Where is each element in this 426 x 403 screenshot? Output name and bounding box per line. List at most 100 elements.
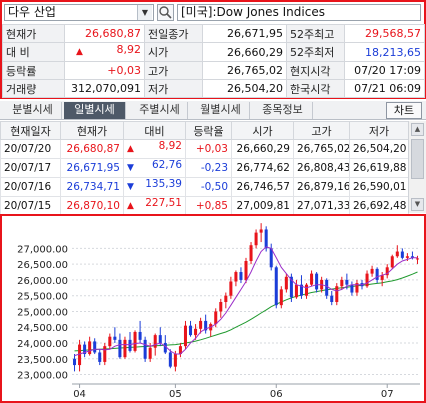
- candle: [385, 264, 389, 279]
- candle: [189, 320, 193, 337]
- column-header[interactable]: 현재가: [60, 121, 124, 140]
- table-row[interactable]: 20/07/20 26,680,87 ▲ 8,92 +0,03 26,660,29 26,7…: [0, 139, 409, 159]
- candle-body: [259, 229, 263, 233]
- column-header[interactable]: 시가: [231, 121, 294, 140]
- candle-body: [345, 279, 349, 285]
- symbol-search-value: 다우 산업: [8, 5, 56, 19]
- candle-body: [189, 325, 193, 336]
- tab-3[interactable]: 주별시세: [132, 102, 188, 119]
- down-arrow-icon: ▼: [127, 163, 134, 173]
- column-header[interactable]: 대비: [123, 121, 186, 140]
- scroll-thumb[interactable]: [411, 139, 424, 179]
- quote-label: 저가: [144, 79, 203, 98]
- quote-label: 대 비: [2, 42, 65, 62]
- search-button[interactable]: [157, 4, 174, 21]
- candle-body: [183, 325, 187, 347]
- candle: [335, 283, 339, 306]
- candle-body: [350, 284, 354, 293]
- candle-body: [88, 341, 92, 355]
- tab-5[interactable]: 종목정보: [253, 102, 313, 119]
- candle: [249, 242, 253, 265]
- chart-button[interactable]: 차트: [386, 102, 422, 119]
- candle-body: [375, 268, 379, 280]
- candle: [259, 223, 263, 243]
- vertical-scrollbar[interactable]: ▲ ▼: [408, 121, 426, 213]
- candle: [370, 265, 374, 277]
- candle: [279, 286, 283, 309]
- quote-value-text: 312,070,091: [71, 82, 141, 95]
- column-header[interactable]: 저가: [349, 121, 409, 140]
- tab-2[interactable]: 일별시세: [64, 102, 126, 119]
- low-cell: 26,619,88: [349, 158, 409, 178]
- rate-cell: -0,23: [185, 158, 232, 178]
- candle-body: [98, 352, 102, 362]
- candle-body: [108, 336, 112, 347]
- candle: [128, 331, 132, 353]
- candle: [178, 343, 182, 358]
- quote-value: 07/20 17:09: [344, 61, 425, 80]
- candle-body: [294, 284, 298, 298]
- candle-body: [325, 279, 329, 296]
- candle: [350, 281, 354, 296]
- candle-body: [83, 344, 87, 355]
- table-row[interactable]: 20/07/16 26,734,71 ▼ 135,39 -0,50 26,746,57 26…: [0, 177, 409, 197]
- candle: [199, 317, 203, 334]
- candle: [118, 333, 122, 359]
- y-tick-label: 23,000.00: [17, 371, 68, 382]
- candle-body: [299, 284, 303, 296]
- column-header[interactable]: 등락율: [185, 121, 232, 140]
- close-cell: 26,734,71: [60, 177, 124, 197]
- candle: [305, 283, 309, 299]
- candle-body: [365, 273, 369, 287]
- candle-body: [239, 272, 243, 280]
- close-cell: 26,870,10: [60, 196, 124, 216]
- quote-label: 현지시각: [286, 61, 345, 80]
- quote-label: 현재가: [2, 24, 65, 43]
- rate-cell: +0,03: [185, 139, 232, 159]
- candle: [113, 327, 117, 343]
- quote-value-text: 18,213,65: [365, 45, 421, 59]
- close-cell: 26,671,95: [60, 158, 124, 178]
- up-arrow-icon: ▲: [127, 144, 134, 154]
- candle-body: [118, 339, 122, 358]
- candle: [93, 338, 97, 355]
- daily-table: 현재일자 현재가 대비 등락율 시가 고가 저가 20/07/20 26,680,87 ▲ 8,9…: [0, 121, 409, 216]
- quote-value: +0,03: [64, 61, 145, 80]
- candle-body: [194, 328, 198, 336]
- candle-body: [199, 320, 203, 329]
- quote-label: 52주최저: [286, 42, 345, 62]
- table-row[interactable]: 20/07/15 26,870,10 ▲ 227,51 +0,85 27,009,81 27…: [0, 196, 409, 216]
- candle-body: [385, 267, 389, 276]
- tab-4[interactable]: 월별시세: [192, 102, 250, 119]
- candle: [274, 265, 278, 309]
- chevron-down-icon[interactable]: ▼: [137, 5, 152, 20]
- quote-value: 26,671,95: [202, 24, 287, 43]
- candle-body: [204, 320, 208, 331]
- candle: [108, 333, 112, 350]
- close-cell: 26,680,87: [60, 139, 124, 159]
- candle-body: [370, 268, 374, 274]
- y-tick-label: 24,000.00: [17, 339, 68, 350]
- rate-cell: -0,50: [185, 177, 232, 197]
- candle: [234, 270, 238, 287]
- quote-label: 등락률: [2, 61, 65, 80]
- candle-body: [143, 339, 147, 359]
- candle-body: [249, 245, 253, 261]
- tab-1[interactable]: 분별시세: [4, 102, 62, 119]
- symbol-search-input[interactable]: 다우 산업: [4, 4, 154, 21]
- y-tick-label: 25,000.00: [17, 307, 68, 318]
- quote-value-text: +0,03: [107, 64, 141, 77]
- y-tick-label: 23,500.00: [17, 355, 68, 366]
- column-header[interactable]: 고가: [293, 121, 350, 140]
- candle: [98, 349, 102, 366]
- change-cell: ▼ 135,39: [123, 177, 186, 197]
- x-tick-label: 04: [73, 389, 86, 400]
- candle-body: [254, 232, 258, 246]
- high-cell: 26,879,16: [293, 177, 350, 197]
- scroll-down-icon[interactable]: ▼: [411, 198, 424, 211]
- date-cell: 20/07/16: [0, 177, 61, 197]
- scroll-up-icon[interactable]: ▲: [411, 123, 424, 136]
- top-bar: 다우 산업 ▼ [미국]:Dow Jones Indices: [0, 0, 426, 24]
- column-header[interactable]: 현재일자: [0, 121, 61, 140]
- table-row[interactable]: 20/07/17 26,671,95 ▼ 62,76 -0,23 26,774,62 26,…: [0, 158, 409, 178]
